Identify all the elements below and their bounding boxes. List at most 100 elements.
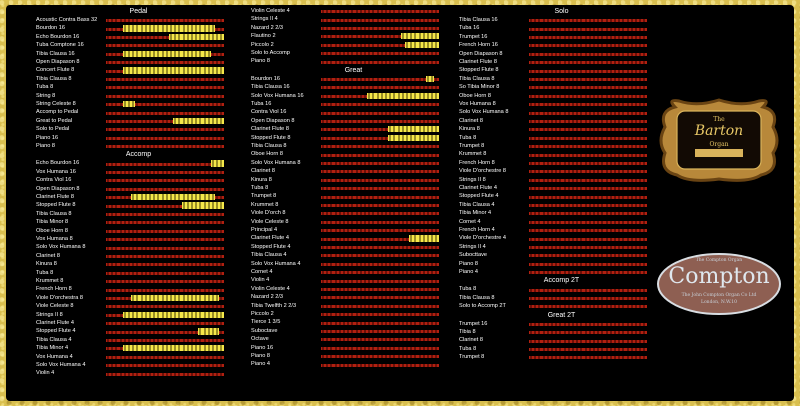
stop-meter[interactable] — [529, 219, 647, 225]
stop-row[interactable]: Tibia Clausa 8 — [36, 210, 241, 218]
stop-meter[interactable] — [321, 168, 439, 174]
stop-row[interactable]: Tibia Minor 4 — [459, 209, 664, 217]
stop-row[interactable]: Clarinet Flute 8 — [459, 58, 664, 66]
stop-meter[interactable] — [321, 33, 439, 40]
stop-row[interactable]: Piano 16 — [251, 344, 456, 352]
stop-meter[interactable] — [529, 160, 647, 166]
stop-row[interactable]: Tibia Clausa 8 — [251, 142, 456, 150]
stop-row[interactable]: Acoustic Contra Bass 32 — [36, 16, 241, 24]
stop-meter[interactable] — [321, 58, 439, 64]
stop-meter[interactable] — [321, 118, 439, 124]
stop-row[interactable]: French Horn 16 — [459, 41, 664, 49]
stop-row[interactable]: Trumpet 16 — [459, 320, 664, 328]
stop-row[interactable]: Vox Humana 8 — [459, 100, 664, 108]
stop-row[interactable]: Kinura 8 — [36, 260, 241, 268]
stop-row[interactable]: Violin Celeste 4 — [251, 285, 456, 293]
stop-row[interactable]: Piano 8 — [251, 352, 456, 360]
stop-meter[interactable] — [321, 303, 439, 309]
stop-meter[interactable] — [106, 50, 224, 57]
stop-row[interactable]: Tibia Clausa 4 — [459, 201, 664, 209]
stop-meter[interactable] — [321, 134, 439, 141]
stop-row[interactable]: Stopped Flute 4 — [459, 192, 664, 200]
stop-row[interactable]: Solo to Accomp 2T — [459, 302, 664, 310]
stop-meter[interactable] — [529, 286, 647, 292]
stop-meter[interactable] — [321, 261, 439, 267]
stop-row[interactable]: Oboe Horn 8 — [36, 227, 241, 235]
stop-meter[interactable] — [321, 311, 439, 317]
stop-meter[interactable] — [106, 320, 224, 326]
stop-row[interactable]: Tuba 8 — [459, 285, 664, 293]
stop-meter[interactable] — [106, 177, 224, 183]
stop-meter[interactable] — [106, 244, 224, 250]
stop-meter[interactable] — [529, 193, 647, 199]
stop-meter[interactable] — [529, 227, 647, 233]
stop-meter[interactable] — [529, 126, 647, 132]
stop-row[interactable]: Principal 4 — [251, 226, 456, 234]
stop-row[interactable]: Stopped Flute 8 — [251, 134, 456, 142]
stop-row[interactable]: Contra Viol 16 — [36, 176, 241, 184]
stop-row[interactable]: Suboctave — [251, 327, 456, 335]
stop-meter[interactable] — [529, 244, 647, 250]
stop-row[interactable]: Vox Humana 8 — [36, 235, 241, 243]
stop-row[interactable]: Strings II 4 — [459, 243, 664, 251]
stop-row[interactable]: Tibia Clausa 16 — [251, 83, 456, 91]
stop-row[interactable]: Bourdon 16 — [36, 24, 241, 32]
stop-row[interactable]: French Horn 4 — [459, 226, 664, 234]
stop-meter[interactable] — [106, 169, 224, 175]
stop-row[interactable]: Tibia Clausa 8 — [459, 75, 664, 83]
stop-row[interactable]: Contra Viol 16 — [251, 108, 456, 116]
stop-meter[interactable] — [106, 101, 224, 108]
stop-meter[interactable] — [321, 353, 439, 359]
stop-row[interactable]: Bourdon 16 — [251, 75, 456, 83]
stop-meter[interactable] — [106, 25, 224, 32]
stop-row[interactable]: Viole D'orchestra 8 — [36, 294, 241, 302]
stop-row[interactable]: Clarinet 8 — [459, 336, 664, 344]
stop-row[interactable]: Tibia Minor 8 — [36, 218, 241, 226]
stop-row[interactable]: Cornet 4 — [251, 268, 456, 276]
stop-meter[interactable] — [106, 228, 224, 234]
stop-meter[interactable] — [106, 33, 224, 40]
stop-meter[interactable] — [321, 84, 439, 90]
stop-meter[interactable] — [529, 59, 647, 65]
stop-row[interactable]: Trumpet 8 — [459, 353, 664, 361]
stop-row[interactable]: Clarinet Flute 8 — [36, 193, 241, 201]
stop-row[interactable]: Tuba 8 — [36, 83, 241, 91]
stop-meter[interactable] — [529, 261, 647, 267]
stop-row[interactable]: Tibia Clausa 8 — [459, 294, 664, 302]
stop-row[interactable]: Tibia Clausa 4 — [251, 251, 456, 259]
stop-meter[interactable] — [106, 286, 224, 292]
stop-meter[interactable] — [106, 194, 224, 201]
stop-meter[interactable] — [321, 75, 439, 82]
stop-meter[interactable] — [321, 202, 439, 208]
stop-row[interactable]: Tibia 8 — [459, 328, 664, 336]
stop-meter[interactable] — [106, 211, 224, 217]
stop-row[interactable]: Flautino 2 — [251, 32, 456, 40]
stop-row[interactable]: Viole D'orch 8 — [251, 209, 456, 217]
stop-meter[interactable] — [529, 168, 647, 174]
stop-row[interactable]: Viole Celeste 8 — [251, 218, 456, 226]
stop-meter[interactable] — [321, 336, 439, 342]
stop-meter[interactable] — [106, 135, 224, 141]
stop-row[interactable]: Nazard 2 2/3 — [251, 293, 456, 301]
stop-meter[interactable] — [106, 362, 224, 368]
stop-row[interactable]: Clarinet Flute 4 — [251, 234, 456, 242]
stop-row[interactable]: Tibia Clausa 8 — [36, 75, 241, 83]
stop-row[interactable]: Clarinet 8 — [36, 252, 241, 260]
stop-meter[interactable] — [321, 41, 439, 48]
stop-row[interactable]: Tuba 16 — [459, 24, 664, 32]
stop-meter[interactable] — [321, 185, 439, 191]
stop-row[interactable]: Viole Celeste 8 — [36, 302, 241, 310]
stop-meter[interactable] — [321, 345, 439, 351]
stop-meter[interactable] — [529, 34, 647, 40]
stop-row[interactable]: Vox Humana 16 — [36, 168, 241, 176]
stop-meter[interactable] — [529, 118, 647, 124]
stop-meter[interactable] — [529, 51, 647, 57]
stop-row[interactable]: Clarinet Flute 4 — [36, 319, 241, 327]
stop-row[interactable]: Violin 4 — [36, 369, 241, 377]
stop-row[interactable]: Strings II 8 — [36, 311, 241, 319]
stop-meter[interactable] — [106, 219, 224, 225]
stop-meter[interactable] — [321, 361, 439, 367]
stop-meter[interactable] — [529, 84, 647, 90]
stop-meter[interactable] — [529, 321, 647, 327]
stop-meter[interactable] — [106, 261, 224, 267]
